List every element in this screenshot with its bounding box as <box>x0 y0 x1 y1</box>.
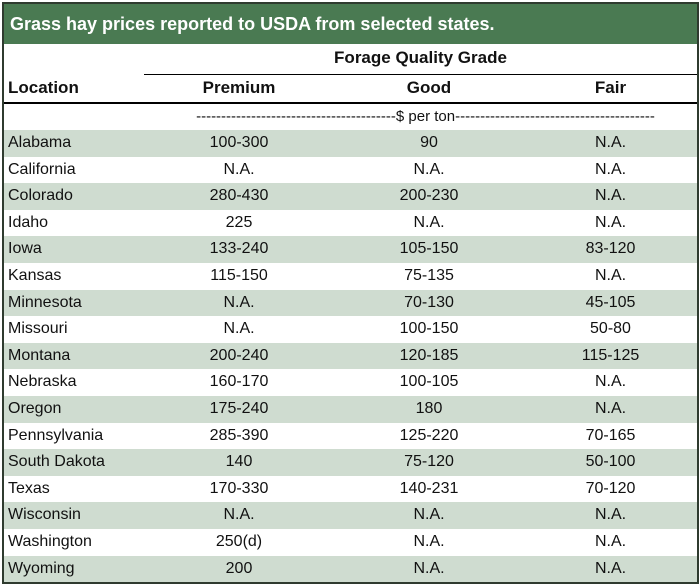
table-row: Texas 170-330 140-231 70-120 <box>4 476 697 503</box>
location-cell: Oregon <box>8 399 62 417</box>
good-column-header: Good <box>406 78 452 97</box>
table-title: Grass hay prices reported to USDA from s… <box>4 4 697 44</box>
premium-cell: 200 <box>225 559 253 577</box>
table-body: Alabama 100-300 90 N.A. California N.A. N.A. N.… <box>4 130 697 583</box>
location-column-header: Location <box>8 78 79 97</box>
good-cell: N.A. <box>413 213 445 231</box>
location-cell: Nebraska <box>8 373 77 391</box>
fair-cell: N.A. <box>594 266 627 284</box>
premium-cell: N.A. <box>223 506 255 524</box>
location-cell: Pennsylvania <box>8 426 104 444</box>
location-cell: Iowa <box>8 240 42 258</box>
premium-cell: N.A. <box>223 160 255 178</box>
location-cell: Alabama <box>8 134 72 151</box>
premium-cell: 250(d) <box>215 532 263 550</box>
premium-cell: N.A. <box>223 293 255 311</box>
fair-column-header: Fair <box>594 78 627 97</box>
location-cell: South Dakota <box>8 453 105 471</box>
location-cell: Washington <box>8 532 92 550</box>
table-row: Missouri N.A. 100-150 50-80 <box>4 316 697 343</box>
table-row: Washington 250(d) N.A. N.A. <box>4 529 697 556</box>
location-cell: Minnesota <box>8 293 82 311</box>
table-row: Wisconsin N.A. N.A. N.A. <box>4 502 697 529</box>
premium-cell: N.A. <box>223 320 255 338</box>
good-cell: 125-220 <box>399 426 459 444</box>
table-row: Alabama 100-300 90 N.A. <box>4 130 697 157</box>
good-cell: 75-120 <box>404 453 454 471</box>
premium-cell: 280-430 <box>209 187 269 205</box>
forage-quality-grade-heading: Forage Quality Grade <box>334 48 507 67</box>
good-cell: N.A. <box>413 559 445 577</box>
good-cell: 200-230 <box>399 187 459 205</box>
table-row: Nebraska 160-170 100-105 N.A. <box>4 369 697 396</box>
table-row: Idaho 225 N.A. N.A. <box>4 210 697 237</box>
location-cell: Montana <box>8 346 71 364</box>
header-rule <box>4 102 697 104</box>
good-cell: N.A. <box>413 506 445 524</box>
table-row: California N.A. N.A. N.A. <box>4 157 697 184</box>
location-cell: Colorado <box>8 187 73 205</box>
good-cell: 90 <box>420 134 438 151</box>
fair-cell: 83-120 <box>585 240 636 258</box>
table-row: Wyoming 200 N.A. N.A. <box>4 555 697 583</box>
location-cell: Idaho <box>8 213 49 231</box>
group-heading-rule <box>144 74 697 75</box>
premium-cell: 285-390 <box>209 426 269 444</box>
good-cell: N.A. <box>413 160 445 178</box>
good-cell: 120-185 <box>399 346 459 364</box>
fair-cell: 70-120 <box>585 479 636 497</box>
fair-cell: 45-105 <box>585 293 636 311</box>
table-row: Montana 200-240 120-185 115-125 <box>4 342 697 370</box>
table-row: Colorado 280-430 200-230 N.A. <box>4 183 697 210</box>
good-cell: 180 <box>415 399 443 417</box>
location-cell: Kansas <box>8 266 62 284</box>
table-row: Pennsylvania 285-390 125-220 70-165 <box>4 423 697 450</box>
premium-cell: 115-150 <box>210 266 268 284</box>
good-cell: 75-135 <box>404 266 454 284</box>
location-cell: Wisconsin <box>8 506 81 524</box>
fair-cell: 115-125 <box>581 346 640 364</box>
premium-cell: 140 <box>225 453 253 471</box>
fair-cell: N.A. <box>594 506 627 524</box>
premium-cell: 133-240 <box>209 240 269 258</box>
good-cell: 70-130 <box>404 293 454 311</box>
location-cell: Wyoming <box>8 559 75 577</box>
fair-cell: N.A. <box>594 213 627 231</box>
fair-cell: N.A. <box>594 559 627 577</box>
fair-cell: N.A. <box>594 532 627 550</box>
good-cell: 100-105 <box>399 373 459 391</box>
premium-cell: 100-300 <box>209 134 269 151</box>
premium-column-header: Premium <box>202 78 276 97</box>
location-cell: California <box>8 160 76 178</box>
table-row: Oregon 175-240 180 N.A. <box>4 395 697 423</box>
fair-cell: 70-165 <box>585 426 636 444</box>
fair-cell: N.A. <box>594 373 627 391</box>
fair-cell: N.A. <box>594 399 627 417</box>
table-row: Kansas 115-150 75-135 N.A. <box>4 263 697 290</box>
fair-cell: N.A. <box>594 187 627 205</box>
good-cell: N.A. <box>413 532 445 550</box>
premium-cell: 200-240 <box>209 346 269 364</box>
unit-label: ----------------------------------------… <box>196 108 655 125</box>
table-header: Forage Quality Grade Location Premium Go… <box>4 44 697 104</box>
good-cell: 105-150 <box>399 240 459 258</box>
premium-cell: 160-170 <box>209 373 269 391</box>
good-cell: 140-231 <box>399 479 459 497</box>
location-cell: Texas <box>8 479 50 497</box>
location-cell: Missouri <box>8 320 68 338</box>
good-cell: 100-150 <box>399 320 459 338</box>
premium-cell: 175-240 <box>209 399 269 417</box>
fair-cell: N.A. <box>594 134 627 151</box>
premium-cell: 170-330 <box>209 479 269 497</box>
fair-cell: N.A. <box>594 160 627 178</box>
premium-cell: 225 <box>225 213 253 231</box>
fair-cell: 50-100 <box>585 453 636 471</box>
fair-cell: 50-80 <box>590 320 631 338</box>
table-row: South Dakota 140 75-120 50-100 <box>4 449 697 476</box>
table-row: Minnesota N.A. 70-130 45-105 <box>4 289 697 317</box>
table-row: Iowa 133-240 105-150 83-120 <box>4 236 697 263</box>
